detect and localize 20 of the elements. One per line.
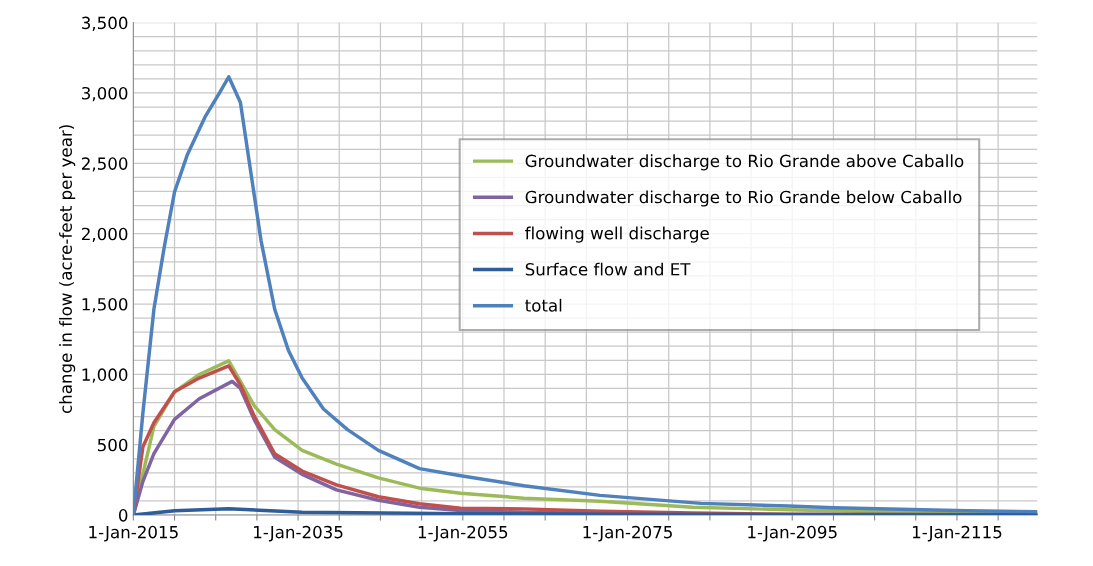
x-tick-label: 1-Jan-2035 — [254, 525, 343, 542]
y-tick-label: 3,000 — [82, 86, 128, 102]
x-tick-label: 1-Jan-2075 — [583, 525, 672, 542]
y-axis-title: change in flow (acre-feet per year) — [59, 125, 76, 414]
y-tick-label: 3,500 — [82, 16, 128, 31]
x-tick-label: 1-Jan-2115 — [912, 525, 1002, 542]
legend-label: flowing well discharge — [525, 226, 709, 243]
legend-label: Surface flow and ET — [525, 262, 691, 276]
legend-label: Groundwater discharge to Rio Grande below Caballo — [525, 190, 962, 207]
legend-label: Groundwater discharge to Rio Grande above Caballo — [525, 154, 964, 171]
y-tick-label: 1,000 — [82, 368, 128, 383]
x-tick-label: 1-Jan-2055 — [418, 525, 508, 542]
x-tick-label: 1-Jan-2095 — [748, 525, 837, 542]
y-tick-label: 2,000 — [81, 227, 128, 242]
y-tick-label: 500 — [97, 438, 128, 452]
x-tick-label: 1-Jan-2015 — [89, 525, 178, 542]
legend-label: total — [525, 298, 562, 312]
y-tick-label: 2,500 — [81, 157, 128, 172]
y-tick-label: 1,500 — [82, 297, 128, 313]
y-tick-label: 0 — [118, 509, 128, 522]
